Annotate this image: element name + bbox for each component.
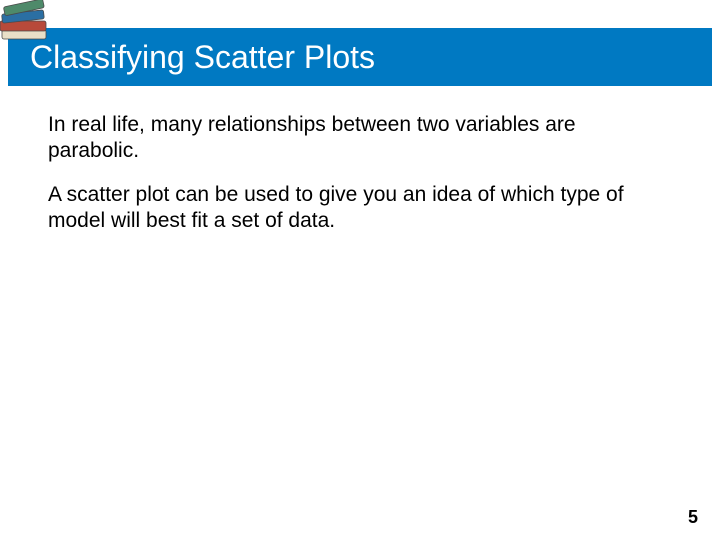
slide-title: Classifying Scatter Plots [30,39,375,76]
paragraph-1: In real life, many relationships between… [48,112,672,165]
paragraph-2: A scatter plot can be used to give you a… [48,182,672,235]
page-number: 5 [688,507,698,528]
title-bar: Classifying Scatter Plots [8,28,712,86]
books-icon [0,0,52,42]
slide: Classifying Scatter Plots In real life, … [0,0,720,540]
